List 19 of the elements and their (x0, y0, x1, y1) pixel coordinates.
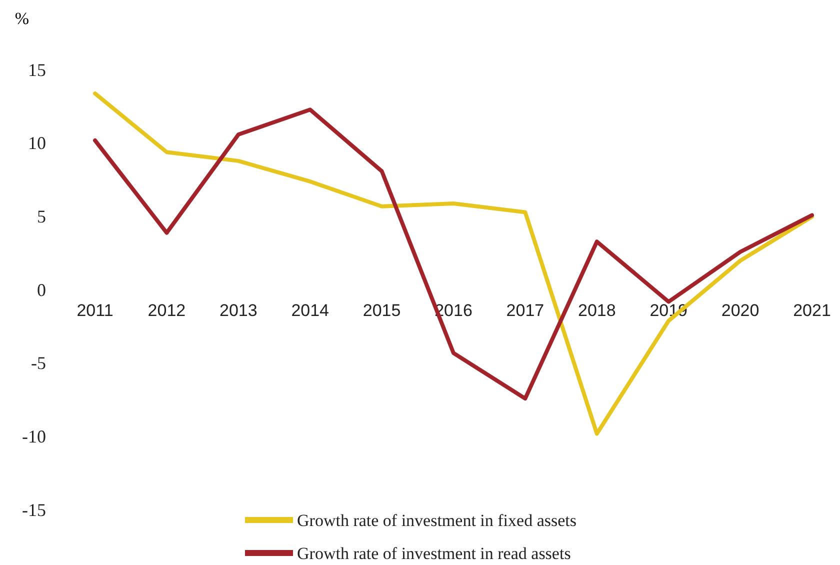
x-tick-label: 2018 (578, 301, 616, 320)
x-tick-label: 2013 (219, 301, 258, 320)
x-tick-label: 2011 (76, 301, 114, 320)
x-tick-label: 2015 (362, 301, 401, 320)
y-axis-title: % (14, 9, 30, 28)
x-tick-label: 2012 (148, 301, 186, 320)
x-tick-label: 2021 (793, 301, 831, 320)
y-tick-label: 5 (37, 206, 46, 226)
y-tick-label: 0 (37, 280, 46, 300)
y-tick-label: -10 (22, 426, 46, 446)
x-tick-label: 2017 (506, 301, 544, 320)
y-tick-label: -5 (31, 353, 46, 374)
y-tick-label: 15 (28, 60, 46, 80)
y-tick-label: -15 (22, 500, 46, 520)
x-tick-label: 2014 (291, 301, 330, 320)
legend-label: Growth rate of investment in read assets (297, 544, 571, 563)
legend-label: Growth rate of investment in fixed assets (297, 511, 576, 530)
x-tick-label: 2020 (721, 301, 760, 320)
y-tick-label: 10 (28, 133, 46, 154)
